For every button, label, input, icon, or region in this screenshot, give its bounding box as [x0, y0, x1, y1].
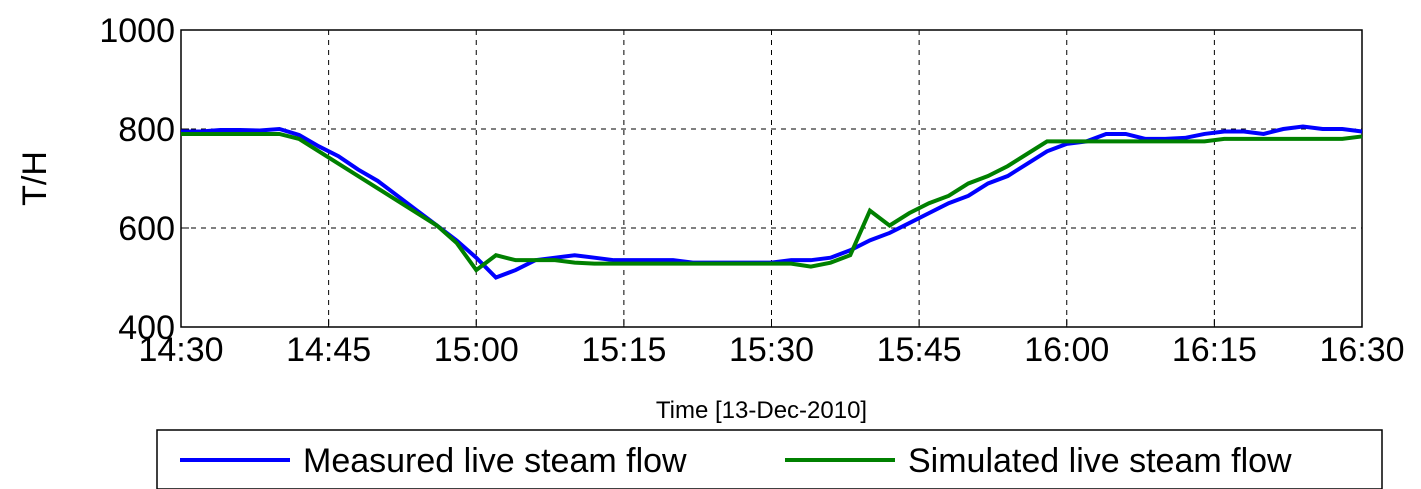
x-tick-label: 14:45: [286, 331, 371, 369]
plot-frame: [180, 29, 1363, 328]
legend-label: Measured live steam flow: [303, 442, 687, 480]
x-tick-label: 16:30: [1319, 331, 1404, 369]
series-line: [181, 131, 1363, 273]
x-axis-label: Time [13-Dec-2010]: [656, 397, 867, 424]
legend-box: [156, 429, 1383, 489]
plot-area: [181, 30, 1362, 327]
x-tick-label: 15:45: [877, 331, 962, 369]
legend: Measured live steam flow Simulated live s…: [156, 429, 1383, 489]
y-tick-label: 800: [118, 111, 175, 149]
x-tick-label: 16:00: [1024, 331, 1109, 369]
y-axis-label: T/H: [16, 151, 54, 206]
x-tick-label: 15:15: [581, 331, 666, 369]
x-tick-label: 16:15: [1172, 331, 1257, 369]
x-tick-label: 15:00: [434, 331, 519, 369]
y-tick-label: 400: [118, 309, 175, 347]
x-tick-label: 14:30: [138, 331, 223, 369]
y-tick-label: 1000: [99, 12, 175, 50]
x-tick-label: 15:30: [729, 331, 814, 369]
legend-label: Simulated live steam flow: [908, 442, 1292, 480]
y-tick-label: 600: [118, 210, 175, 248]
